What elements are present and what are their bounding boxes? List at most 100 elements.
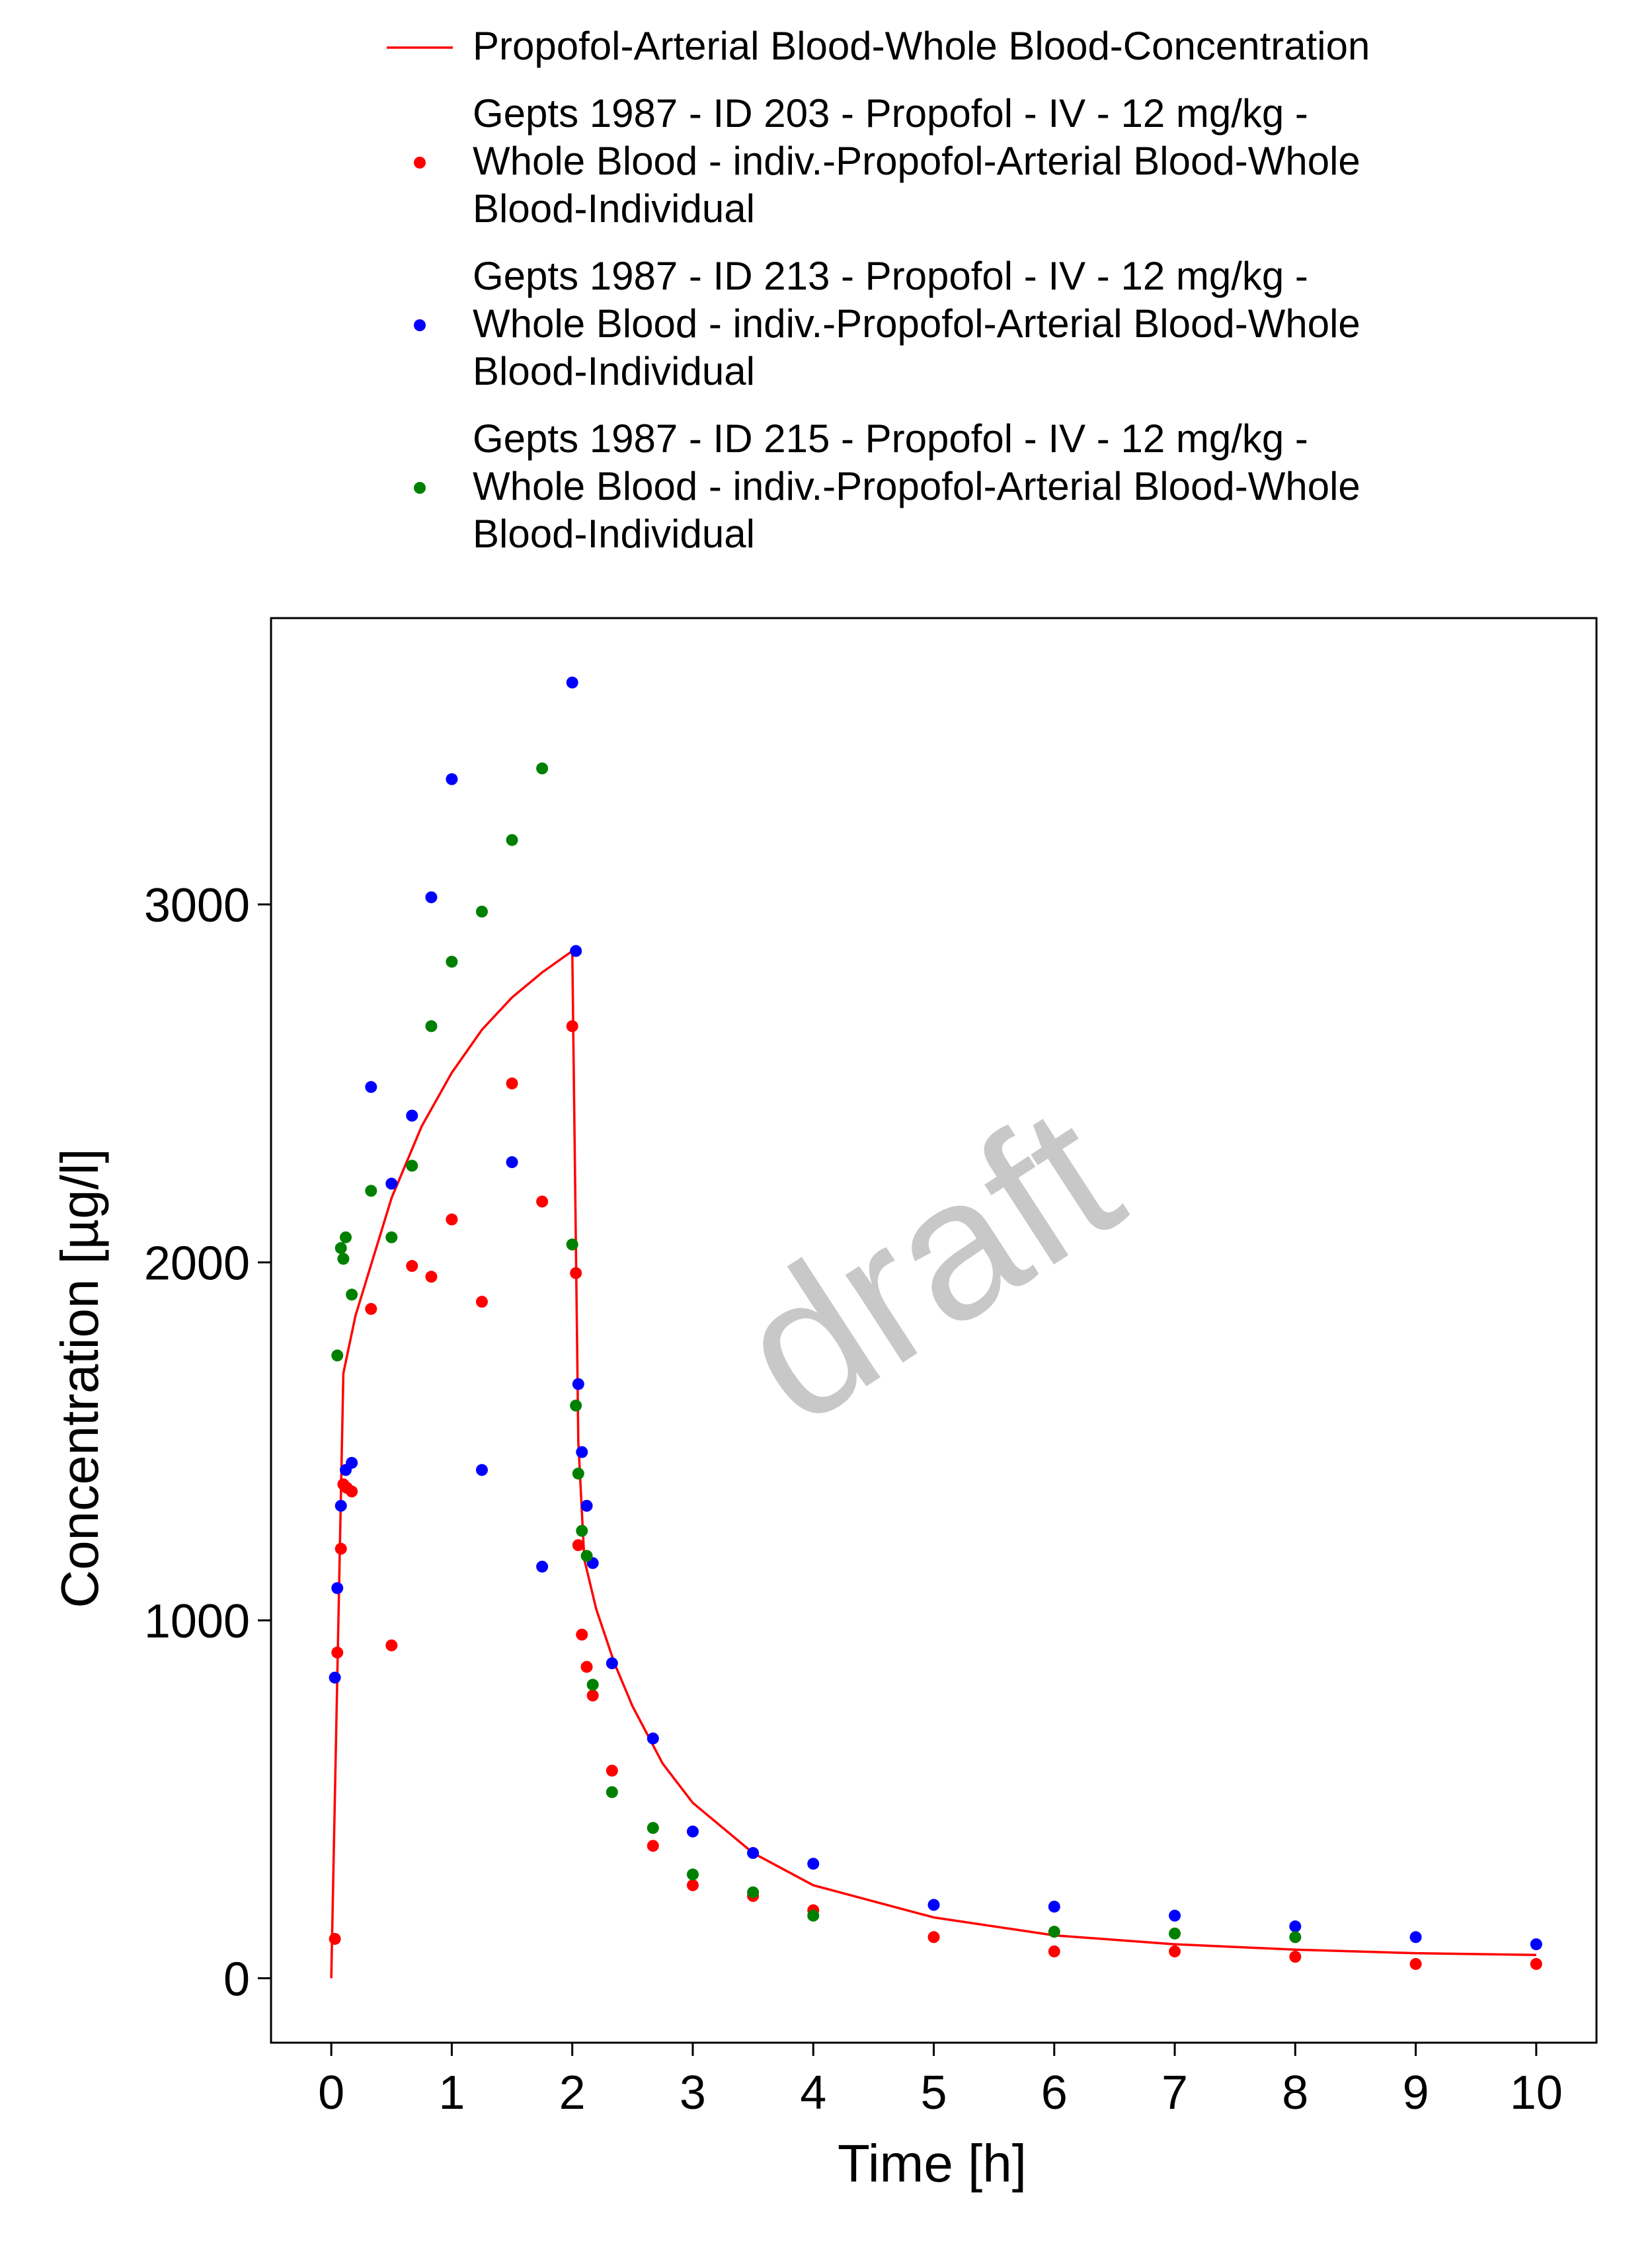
legend-point-key <box>414 482 426 494</box>
data-point <box>1048 1901 1060 1913</box>
data-point <box>365 1185 377 1197</box>
data-point <box>807 1858 820 1870</box>
legend-entry-text: Whole Blood - indiv.-Propofol-Arterial B… <box>473 301 1360 346</box>
data-point <box>331 1349 344 1362</box>
data-point <box>1409 1957 1422 1970</box>
data-point <box>927 1931 940 1944</box>
x-tick-label: 6 <box>1041 2066 1068 2119</box>
data-point <box>807 1909 820 1922</box>
data-point <box>425 1020 438 1033</box>
legend-entry-text: Blood-Individual <box>473 349 755 393</box>
data-point <box>686 1868 699 1881</box>
data-point <box>566 676 578 689</box>
legend-entry-text: Whole Blood - indiv.-Propofol-Arterial B… <box>473 139 1360 183</box>
data-point <box>647 1840 659 1852</box>
data-point <box>385 1639 398 1651</box>
data-point <box>927 1899 940 1911</box>
data-point <box>331 1582 344 1594</box>
data-point <box>586 1678 599 1691</box>
y-tick-label: 2000 <box>144 1238 250 1290</box>
data-point <box>475 1464 488 1476</box>
x-tick-label: 4 <box>800 2066 826 2119</box>
data-point <box>346 1485 358 1498</box>
data-point <box>686 1825 699 1838</box>
legend-entry-text: Gepts 1987 - ID 215 - Propofol - IV - 12… <box>473 416 1308 461</box>
legend-point-key <box>414 319 426 331</box>
data-point <box>475 905 488 918</box>
x-axis-title: Time [h] <box>838 2134 1027 2193</box>
x-tick-label: 2 <box>559 2066 586 2119</box>
data-point <box>686 1879 699 1891</box>
data-point <box>576 1446 588 1458</box>
data-point <box>406 1160 418 1172</box>
data-point <box>346 1456 358 1469</box>
data-point <box>340 1231 352 1243</box>
x-tick-label: 5 <box>920 2066 947 2119</box>
data-point <box>329 1932 341 1945</box>
x-tick-label: 8 <box>1282 2066 1308 2119</box>
data-point <box>747 1847 760 1860</box>
data-point <box>1169 1927 1181 1940</box>
data-point <box>570 1267 582 1279</box>
x-tick-label: 1 <box>438 2066 465 2119</box>
data-point <box>475 1296 488 1308</box>
data-point <box>572 1378 584 1390</box>
data-point <box>572 1468 584 1480</box>
y-tick-label: 1000 <box>144 1595 250 1648</box>
data-point <box>1048 1945 1060 1957</box>
legend-entry-text: Gepts 1987 - ID 203 - Propofol - IV - 12… <box>473 91 1308 136</box>
data-point <box>365 1081 377 1093</box>
data-point <box>647 1822 659 1834</box>
data-point <box>334 1499 347 1512</box>
data-point <box>606 1657 618 1670</box>
legend-entry-text: Blood-Individual <box>473 512 755 556</box>
legend-entry-text: Whole Blood - indiv.-Propofol-Arterial B… <box>473 464 1360 508</box>
data-point <box>747 1886 760 1899</box>
data-point <box>1289 1920 1302 1933</box>
data-point <box>580 1550 593 1562</box>
data-point <box>346 1288 358 1301</box>
data-point <box>606 1764 618 1777</box>
data-point <box>1169 1909 1181 1922</box>
data-point <box>446 1213 458 1226</box>
data-point <box>576 1524 588 1537</box>
legend-entry-text: Blood-Individual <box>473 186 755 231</box>
legend-entry-text: Propofol-Arterial Blood-Whole Blood-Conc… <box>473 24 1370 68</box>
data-point <box>536 762 549 775</box>
x-tick-label: 7 <box>1161 2066 1188 2119</box>
data-point <box>329 1671 341 1684</box>
data-point <box>576 1628 588 1641</box>
data-point <box>536 1560 549 1573</box>
data-point <box>1289 1951 1302 1963</box>
data-point <box>572 1539 584 1552</box>
data-point <box>1048 1926 1060 1938</box>
data-point <box>334 1241 347 1254</box>
data-point <box>334 1542 347 1555</box>
data-point <box>566 1020 578 1033</box>
x-tick-label: 10 <box>1510 2066 1563 2119</box>
data-point <box>536 1195 549 1208</box>
data-point <box>446 773 458 785</box>
data-point <box>586 1689 599 1702</box>
legend: Propofol-Arterial Blood-Whole Blood-Conc… <box>387 24 1370 556</box>
data-point <box>570 945 582 957</box>
x-tick-label: 3 <box>680 2066 706 2119</box>
data-point <box>385 1231 398 1243</box>
legend-entry-text: Gepts 1987 - ID 213 - Propofol - IV - 12… <box>473 254 1308 298</box>
data-point <box>365 1303 377 1316</box>
plot-area: 0 1 2 3 4 5 6 7 8 9 10 0 1000 2000 3000 <box>144 617 1598 2119</box>
data-point <box>1530 1957 1542 1970</box>
data-point <box>570 1399 582 1412</box>
data-point <box>446 955 458 968</box>
data-point <box>331 1646 344 1659</box>
data-point <box>385 1177 398 1190</box>
y-tick-label: 3000 <box>144 879 250 932</box>
data-point <box>580 1499 593 1512</box>
data-point <box>566 1238 578 1251</box>
data-point <box>1530 1938 1542 1951</box>
legend-point-key <box>414 157 426 169</box>
data-point <box>406 1109 418 1122</box>
data-point <box>606 1786 618 1798</box>
y-tick-label: 0 <box>223 1953 250 2006</box>
